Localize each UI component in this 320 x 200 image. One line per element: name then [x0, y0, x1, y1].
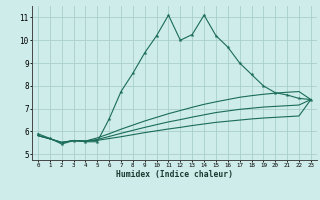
X-axis label: Humidex (Indice chaleur): Humidex (Indice chaleur) [116, 170, 233, 179]
